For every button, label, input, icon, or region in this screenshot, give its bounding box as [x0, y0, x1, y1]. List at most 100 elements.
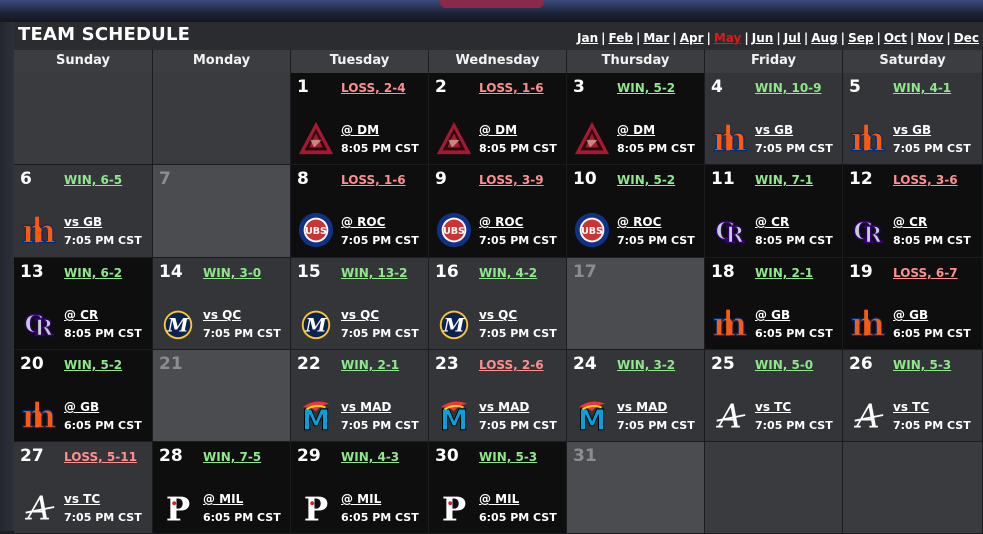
day-cell-20[interactable]: 20 WIN, 5-2 m @ GB 6:05 PM CST [14, 350, 153, 442]
month-link-may[interactable]: May [713, 31, 742, 45]
game-result-link[interactable]: LOSS, 3-6 [893, 173, 958, 187]
opponent-link[interactable]: @ MIL [479, 492, 520, 506]
month-link-sep[interactable]: Sep [848, 31, 874, 45]
game-result-link[interactable]: WIN, 2-1 [755, 266, 814, 280]
game-result-link[interactable]: WIN, 3-0 [203, 266, 262, 280]
day-cell-6[interactable]: 6 WIN, 6-5 m vs GB 7:05 PM CST [14, 165, 153, 258]
day-cell-11[interactable]: 11 WIN, 7-1 C R @ CR 8:05 PM CST [705, 165, 843, 258]
opponent-link[interactable]: vs MAD [341, 400, 392, 414]
day-cell-2[interactable]: 2 LOSS, 1-6 @ DM 8:05 PM CST [429, 73, 567, 165]
opponent-link[interactable]: @ CR [64, 308, 99, 322]
game-result-link[interactable]: WIN, 7-1 [755, 173, 814, 187]
opponent-link[interactable]: @ DM [617, 123, 656, 137]
opponent-link[interactable]: vs MAD [479, 400, 530, 414]
opponent-link[interactable]: vs TC [893, 400, 930, 414]
day-cell-9[interactable]: 9 LOSS, 3-9 UBS @ ROC 7:05 PM CST [429, 165, 567, 258]
opponent-link[interactable]: @ ROC [341, 215, 386, 229]
month-link-feb[interactable]: Feb [608, 31, 633, 45]
opponent-link[interactable]: @ GB [755, 308, 791, 322]
game-result-link[interactable]: WIN, 4-1 [893, 81, 952, 95]
game-result-link[interactable]: WIN, 7-5 [203, 450, 262, 464]
day-cell-5[interactable]: 5 WIN, 4-1 m vs GB 7:05 PM CST [843, 73, 983, 165]
opponent-link[interactable]: vs TC [64, 492, 101, 506]
game-result-link[interactable]: LOSS, 1-6 [341, 173, 406, 187]
day-cell-28[interactable]: 28 WIN, 7-5 P @ MIL 6:05 PM CST [153, 442, 291, 534]
opponent-link[interactable]: @ DM [479, 123, 518, 137]
day-cell-29[interactable]: 29 WIN, 4-3 P @ MIL 6:05 PM CST [291, 442, 429, 534]
day-cell-19[interactable]: 19 LOSS, 6-7 m @ GB 6:05 PM CST [843, 258, 983, 350]
day-cell-3[interactable]: 3 WIN, 5-2 @ DM 8:05 PM CST [567, 73, 705, 165]
day-cell-18[interactable]: 18 WIN, 2-1 m @ GB 6:05 PM CST [705, 258, 843, 350]
game-result-link[interactable]: LOSS, 1-6 [479, 81, 544, 95]
opponent-link[interactable]: @ MIL [341, 492, 382, 506]
opponent-link[interactable]: @ GB [893, 308, 929, 322]
month-link-mar[interactable]: Mar [643, 31, 670, 45]
day-cell-17[interactable]: 17 [567, 258, 705, 350]
game-result-link[interactable]: WIN, 10-9 [755, 81, 822, 95]
month-link-dec[interactable]: Dec [953, 31, 979, 45]
opponent-link[interactable]: @ ROC [479, 215, 524, 229]
game-result-link[interactable]: WIN, 5-2 [64, 358, 123, 372]
day-cell-1[interactable]: 1 LOSS, 2-4 @ DM 8:05 PM CST [291, 73, 429, 165]
day-cell-8[interactable]: 8 LOSS, 1-6 UBS @ ROC 7:05 PM CST [291, 165, 429, 258]
month-link-oct[interactable]: Oct [883, 31, 907, 45]
game-result-link[interactable]: LOSS, 3-9 [479, 173, 544, 187]
day-cell-31[interactable]: 31 [567, 442, 705, 534]
opponent-link[interactable]: @ GB [64, 400, 100, 414]
opponent-link[interactable]: @ MIL [203, 492, 244, 506]
game-result-link[interactable]: WIN, 4-2 [479, 266, 538, 280]
braves-icon: A [711, 396, 749, 434]
day-cell-30[interactable]: 30 WIN, 5-3 P @ MIL 6:05 PM CST [429, 442, 567, 534]
opponent-link[interactable]: @ ROC [617, 215, 662, 229]
day-cell-10[interactable]: 10 WIN, 5-2 UBS @ ROC 7:05 PM CST [567, 165, 705, 258]
month-link-jul[interactable]: Jul [783, 31, 801, 45]
game-result-link[interactable]: WIN, 5-2 [617, 81, 676, 95]
game-result-link[interactable]: LOSS, 2-6 [479, 358, 544, 372]
game-result-link[interactable]: WIN, 5-3 [893, 358, 952, 372]
svg-text:m: m [851, 120, 885, 157]
opponent-link[interactable]: vs QC [341, 308, 380, 322]
opponent-link[interactable]: vs GB [64, 215, 103, 229]
day-cell-13[interactable]: 13 WIN, 6-2 C R @ CR 8:05 PM CST [14, 258, 153, 350]
game-result-link[interactable]: WIN, 4-3 [341, 450, 400, 464]
opponent-link[interactable]: vs TC [755, 400, 792, 414]
month-separator: | [672, 31, 677, 45]
game-result-link[interactable]: WIN, 5-3 [479, 450, 538, 464]
month-link-nov[interactable]: Nov [917, 31, 944, 45]
month-link-jun[interactable]: Jun [751, 31, 774, 45]
day-cell-21[interactable]: 21 [153, 350, 291, 442]
game-result-link[interactable]: WIN, 3-2 [617, 358, 676, 372]
game-result-link[interactable]: WIN, 2-1 [341, 358, 400, 372]
opponent-link[interactable]: vs GB [755, 123, 794, 137]
opponent-link[interactable]: vs MAD [617, 400, 668, 414]
month-link-apr[interactable]: Apr [679, 31, 704, 45]
game-result-link[interactable]: WIN, 6-2 [64, 266, 123, 280]
game-result-link[interactable]: WIN, 5-2 [617, 173, 676, 187]
opponent-link[interactable]: @ CR [755, 215, 790, 229]
game-result-link[interactable]: LOSS, 5-11 [64, 450, 137, 464]
month-link-jan[interactable]: Jan [577, 31, 599, 45]
opponent-link[interactable]: vs QC [479, 308, 518, 322]
month-link-aug[interactable]: Aug [811, 31, 838, 45]
opponent-link[interactable]: @ DM [341, 123, 380, 137]
opponent-link[interactable]: vs QC [203, 308, 242, 322]
opponent-link[interactable]: @ CR [893, 215, 928, 229]
game-result-link[interactable]: LOSS, 6-7 [893, 266, 958, 280]
game-result-link[interactable]: WIN, 6-5 [64, 173, 123, 187]
game-result-link[interactable]: WIN, 5-0 [755, 358, 814, 372]
game-result-link[interactable]: LOSS, 2-4 [341, 81, 406, 95]
day-cell-12[interactable]: 12 LOSS, 3-6 C R @ CR 8:05 PM CST [843, 165, 983, 258]
opponent-link[interactable]: vs GB [893, 123, 932, 137]
day-cell-7[interactable]: 7 [153, 165, 291, 258]
game-result-link[interactable]: WIN, 13-2 [341, 266, 408, 280]
day-cell-4[interactable]: 4 WIN, 10-9 m vs GB 7:05 PM CST [705, 73, 843, 165]
